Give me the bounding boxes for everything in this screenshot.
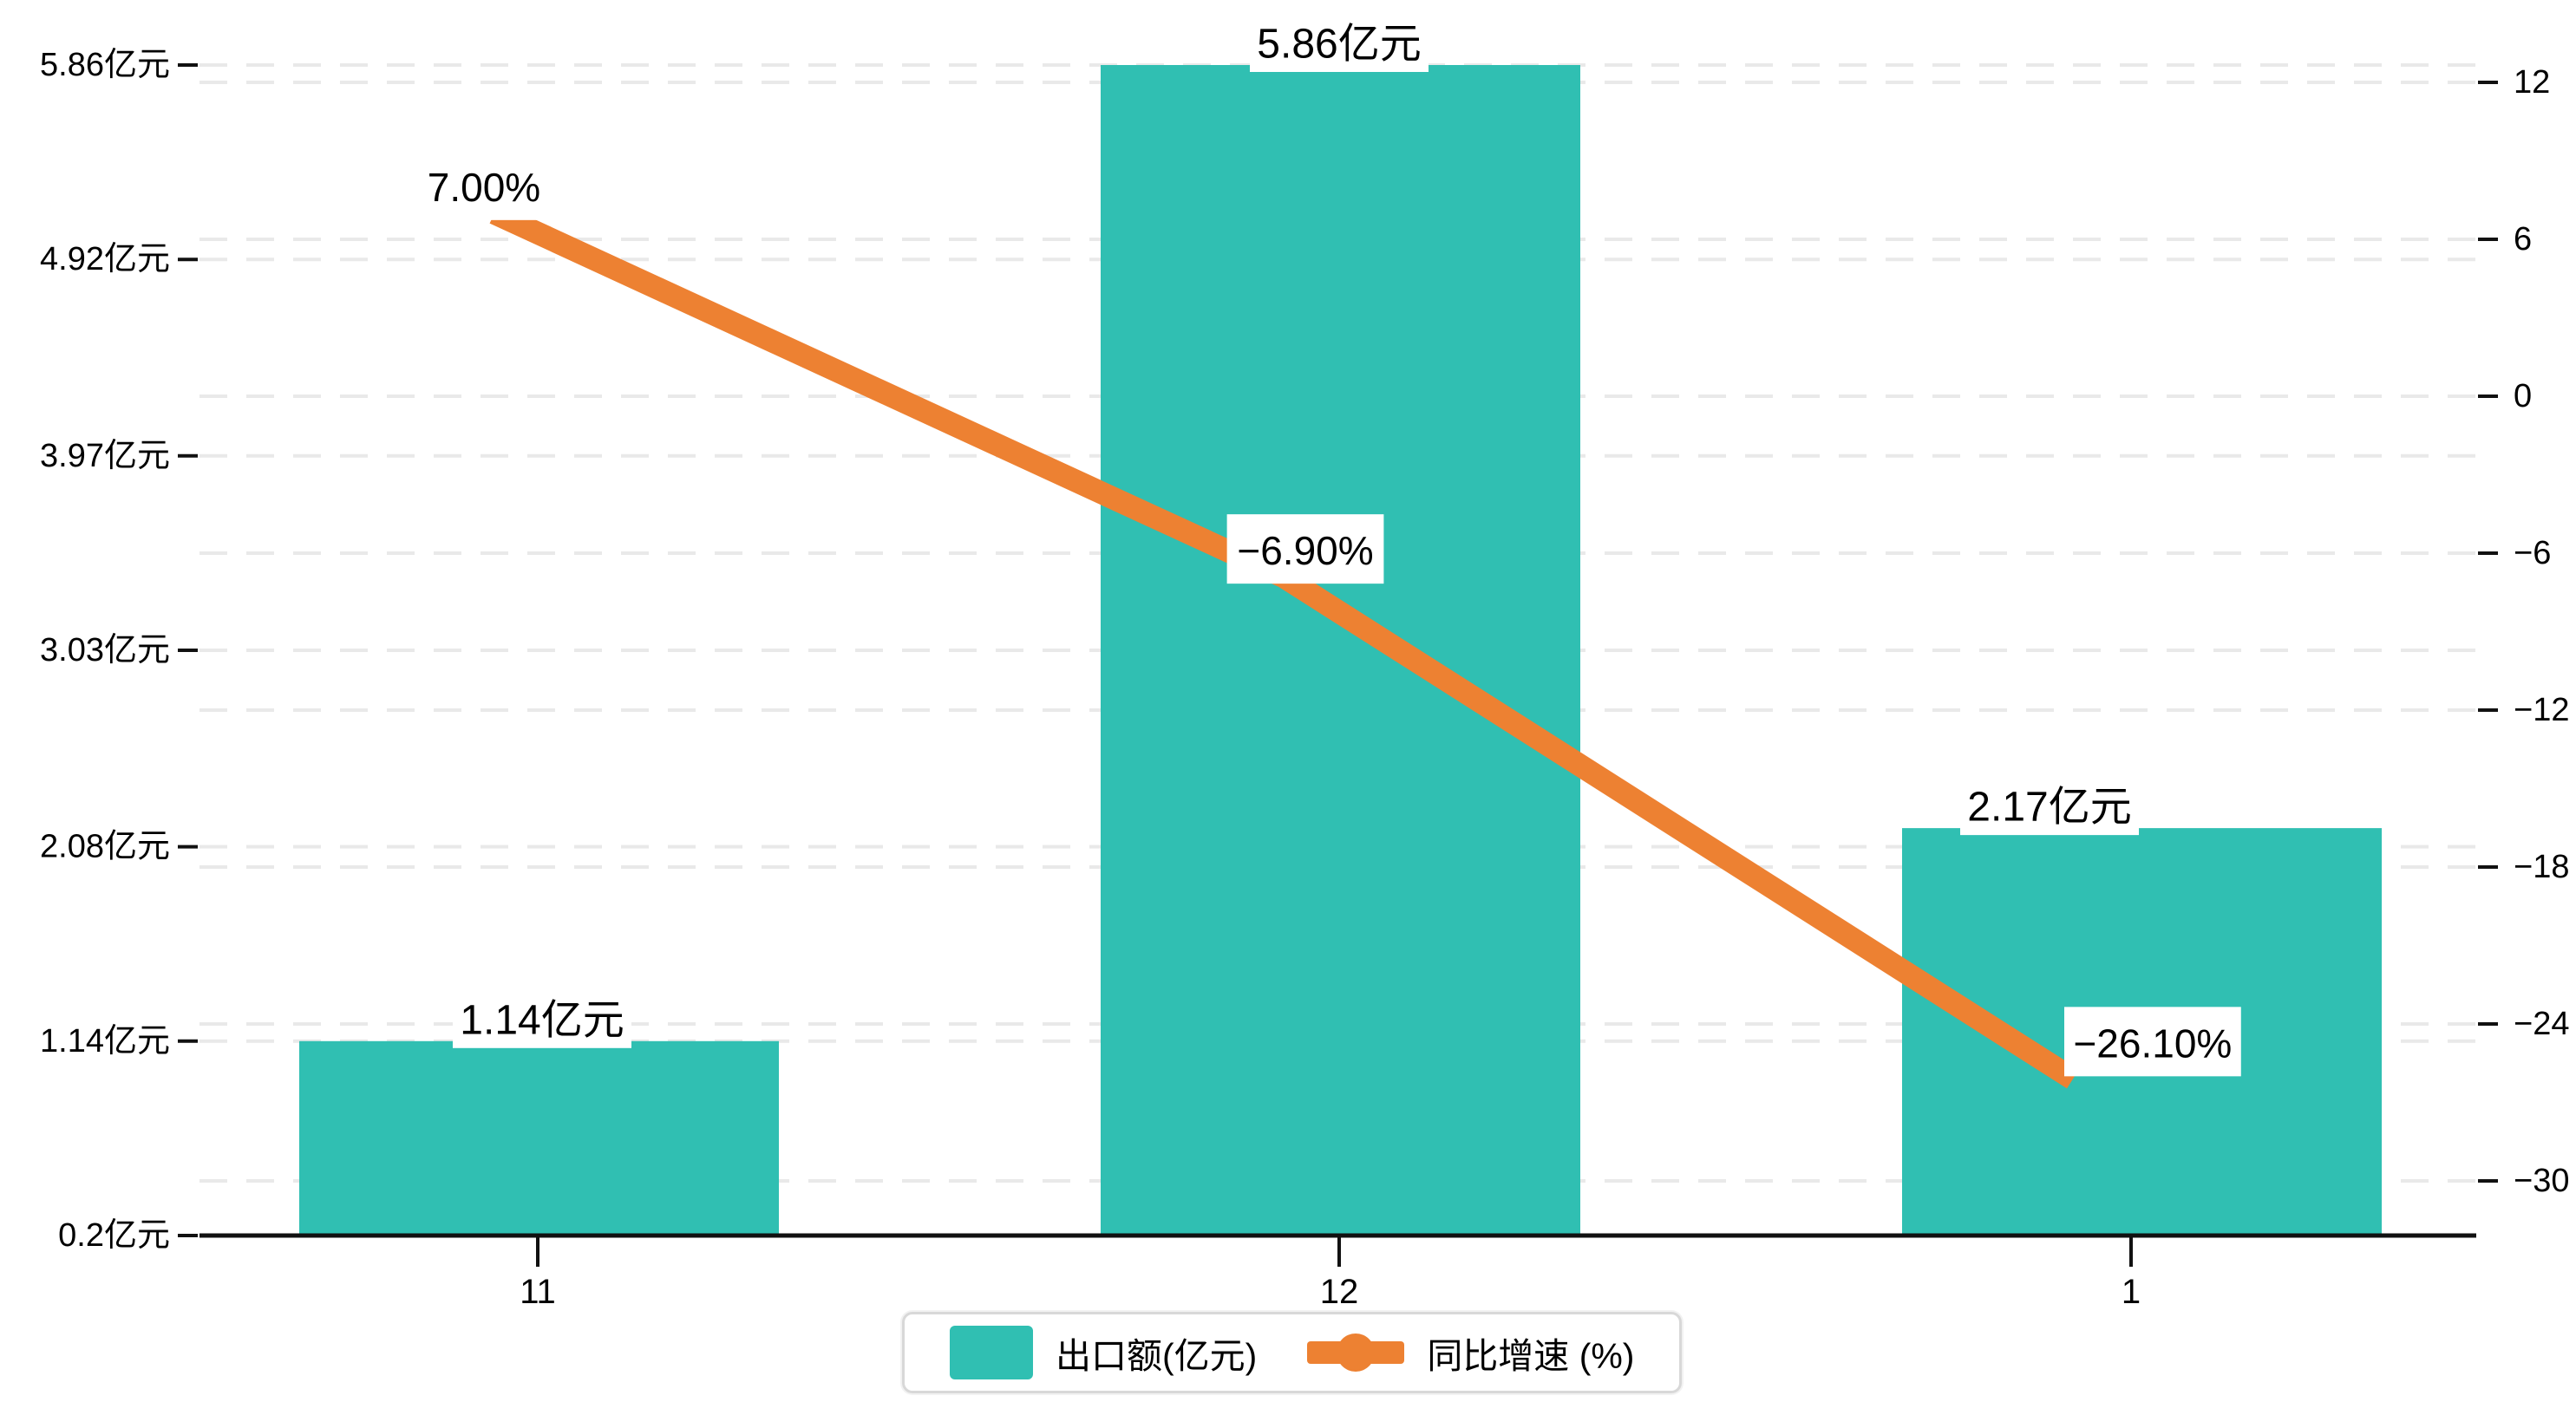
right-axis-tick-label: 12 xyxy=(2514,64,2550,101)
bar-value-label-bg xyxy=(1249,16,1429,72)
x-axis-tick-label: 12 xyxy=(1320,1273,1359,1311)
left-axis-tick-label: 5.86亿元 xyxy=(40,47,170,83)
right-axis-tick-label: −6 xyxy=(2514,535,2551,571)
left-axis-tick-label: 1.14亿元 xyxy=(40,1023,170,1060)
bar-month-11[interactable] xyxy=(299,1040,779,1236)
left-axis-tick-label: 4.92亿元 xyxy=(40,241,170,277)
bar-swatch-icon xyxy=(950,1326,1033,1379)
right-axis-tick-label: −12 xyxy=(2514,692,2569,728)
line-value-label-bg xyxy=(416,150,552,220)
right-axis-tick-label: −24 xyxy=(2514,1006,2569,1042)
line-value-label-bg xyxy=(2064,1007,2241,1077)
right-axis-tick-label: −18 xyxy=(2514,849,2569,885)
bar-value-label: 1.14亿元 xyxy=(460,997,624,1043)
line-value-label-bg xyxy=(1226,514,1384,584)
left-axis-tick-label: 2.08亿元 xyxy=(40,829,170,865)
line-value-label: 7.00% xyxy=(428,165,540,210)
left-axis-tick-label: 3.97亿元 xyxy=(40,438,170,474)
right-axis-tick-label: 0 xyxy=(2514,378,2532,414)
line-circle-icon xyxy=(1307,1326,1405,1379)
legend-label-export: 出口额(亿元) xyxy=(1056,1336,1258,1376)
right-axis-tick-label: −30 xyxy=(2514,1163,2569,1199)
bar-value-label-bg xyxy=(1959,779,2140,836)
bar-value-label: 2.17亿元 xyxy=(1967,785,2131,831)
right-axis-tick-label: 6 xyxy=(2514,221,2532,258)
x-axis-tick-label: 11 xyxy=(520,1273,556,1311)
legend-item-export[interactable]: 出口额(亿元) xyxy=(950,1326,1257,1379)
line-value-label: −6.90% xyxy=(1237,528,1373,573)
bar-value-label: 5.86亿元 xyxy=(1257,22,1421,68)
legend-item-growth[interactable]: 同比增速 (%) xyxy=(1307,1326,1634,1379)
legend-label-growth: 同比增速 (%) xyxy=(1427,1336,1635,1376)
left-axis-tick-label: 3.03亿元 xyxy=(40,632,170,668)
left-axis-tick-label: 0.2亿元 xyxy=(58,1217,170,1254)
bar-value-label-bg xyxy=(452,992,632,1048)
bar-month-12[interactable] xyxy=(1101,65,1580,1236)
x-axis-tick-label: 1 xyxy=(2122,1273,2141,1311)
line-value-label: −26.10% xyxy=(2073,1020,2232,1066)
legend: 出口额(亿元) 同比增速 (%) xyxy=(902,1312,1683,1393)
